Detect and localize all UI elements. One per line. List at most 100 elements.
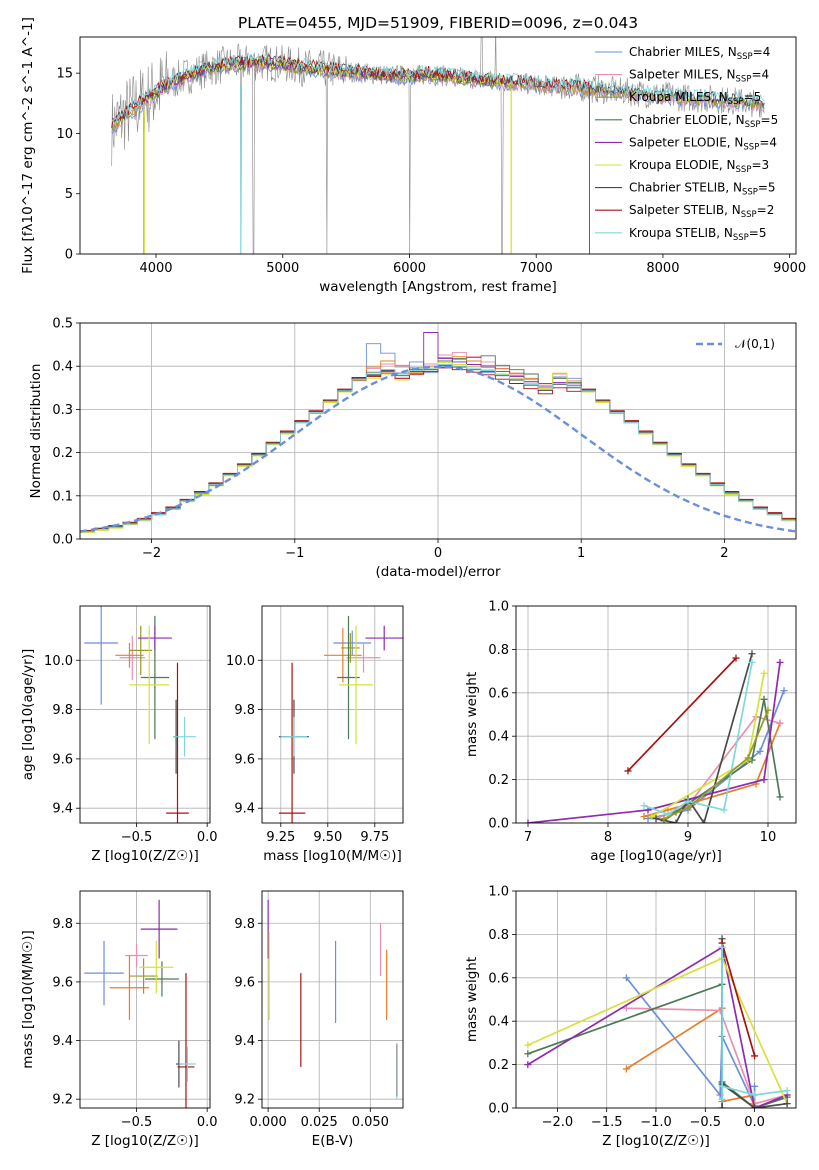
legend-label: 𝒩(0,1) — [735, 337, 775, 351]
x-tick-label: 9.50 — [313, 830, 342, 845]
y-tick-label: 1.0 — [488, 600, 509, 615]
plot-area — [516, 891, 796, 1108]
weight-point-marker — [720, 806, 728, 814]
errorbar-point — [173, 716, 196, 757]
weight-point-marker — [660, 815, 668, 823]
weight-point-marker — [744, 754, 752, 762]
errorbar-point — [339, 625, 373, 745]
x-tick-label: 10 — [760, 830, 777, 845]
weight-point-marker — [783, 1087, 791, 1095]
panel-spectrum: 4000 5000 6000 7000 8000 9000 0 5 10 15 wavelength… — [20, 17, 806, 295]
weight-point-marker — [760, 695, 768, 703]
normal-curve-line — [80, 365, 796, 533]
weight-series-line — [627, 657, 737, 772]
y-tick-label: 9.4 — [234, 802, 255, 817]
weight-point-marker — [776, 793, 784, 801]
x-tick-label: 0.0 — [197, 1115, 218, 1130]
plot-area — [80, 891, 210, 1108]
y-axis-label: mass weight — [464, 957, 480, 1042]
y-tick-label: 0.2 — [488, 773, 509, 788]
panel-age_vs_Z: −0.5 0.0 9.4 9.6 9.8 10.0 Z [log10(Z/Z☉)] age [… — [20, 605, 218, 864]
x-tick-label: 7000 — [520, 261, 553, 276]
y-tick-label: 15 — [56, 67, 73, 82]
errorbar-point — [365, 625, 403, 651]
y-tick-label: 0.8 — [488, 643, 509, 658]
x-axis-label: mass [log10(M/M☉)] — [263, 848, 402, 864]
x-tick-label: 0.0 — [197, 830, 218, 845]
weight-point-marker — [760, 669, 768, 677]
x-axis-label: Z [log10(Z/Z☉)] — [91, 1133, 199, 1149]
legend-label: Chabrier STELIB, NSSP=5 — [629, 181, 776, 198]
weight-point-marker — [648, 812, 656, 820]
weight-point-marker — [622, 1065, 630, 1073]
axes-frame — [79, 322, 797, 540]
axes-frame — [261, 890, 404, 1109]
weight-series-line — [663, 709, 769, 820]
x-tick-label: 6000 — [393, 261, 426, 276]
weight-series-line — [527, 662, 781, 823]
weight-point-marker — [700, 819, 708, 823]
x-tick-label: −2 — [142, 546, 161, 561]
errorbar-point — [129, 958, 158, 994]
y-tick-label: 9.4 — [52, 1034, 73, 1049]
y-tick-label: 9.6 — [234, 975, 255, 990]
y-tick-label: 9.8 — [234, 703, 255, 718]
errorbar-point — [129, 625, 153, 676]
errorbar-point — [178, 1046, 196, 1082]
errorbar-point — [125, 943, 148, 968]
panel-age_vs_mass: 9.25 9.50 9.75 9.4 9.6 9.8 10.0 mass [log10(M/M… — [226, 605, 404, 864]
errorbar-point — [84, 940, 124, 1006]
errorbar-point — [137, 625, 172, 651]
x-tick-label: 9.25 — [266, 830, 295, 845]
x-axis-label: Z [log10(Z/Z☉)] — [91, 848, 199, 864]
y-tick-label: 0.0 — [52, 533, 73, 548]
errorbar-point — [140, 899, 178, 959]
y-tick-label: 9.2 — [52, 1093, 73, 1108]
y-tick-label: 9.8 — [234, 917, 255, 932]
errorbar-point — [129, 625, 170, 745]
weight-point-marker — [718, 1104, 726, 1108]
figure-title: PLATE=0455, MJD=51909, FIBERID=0096, z=0… — [238, 14, 638, 32]
weight-point-marker — [756, 747, 764, 755]
weight-point-marker — [652, 815, 660, 823]
weight-series-line — [527, 983, 788, 1108]
panel-residual_hist: −2 −1 0 1 2 0.0 0.1 0.2 0.3 0.4 0.5 (data-model)/er… — [28, 317, 797, 580]
y-tick-label: 9.8 — [52, 917, 73, 932]
x-tick-label: 0.025 — [301, 1115, 338, 1130]
y-tick-label: 0.2 — [488, 1058, 509, 1073]
legend-label: Salpeter ELODIE, NSSP=4 — [629, 135, 777, 152]
weight-point-marker — [524, 1061, 532, 1069]
weight-point-marker — [718, 1082, 726, 1090]
x-tick-label: 5000 — [266, 261, 299, 276]
errorbar-point — [333, 630, 372, 656]
x-axis-label: age [log10(age/yr)] — [590, 848, 722, 864]
axes-frame — [261, 605, 404, 824]
y-tick-label: 0.3 — [52, 403, 73, 418]
x-tick-label: −0.5 — [121, 1115, 153, 1130]
weight-series-line — [721, 942, 756, 1057]
errorbar-point — [324, 628, 362, 683]
weight-point-marker — [748, 650, 756, 658]
model-spectrum-line — [111, 59, 765, 135]
errorbar-point — [346, 642, 381, 673]
legend-label: Kroupa ELODIE, NSSP=3 — [629, 158, 769, 175]
y-tick-label: 9.2 — [234, 1093, 255, 1108]
weight-point-marker — [672, 819, 680, 823]
panel-mass_vs_ebv: 0.000 0.025 0.050 9.2 9.4 9.6 9.8 E(B-V) — [234, 890, 404, 1149]
y-tick-label: 10 — [56, 127, 73, 142]
y-tick-label: 0.0 — [488, 817, 509, 832]
weight-point-marker — [780, 687, 788, 695]
weight-point-marker — [644, 815, 652, 823]
weight-series-line — [527, 946, 788, 1108]
weight-point-marker — [718, 1095, 726, 1103]
axes-frame — [79, 36, 797, 255]
y-tick-label: 9.4 — [234, 1034, 255, 1049]
y-axis-label: mass [log10(M/M☉)] — [20, 930, 36, 1069]
y-tick-label: 10.0 — [44, 654, 73, 669]
weight-point-marker — [718, 943, 726, 951]
errorbar-point — [166, 662, 189, 823]
legend-label: Kroupa MILES, NSSP=5 — [629, 90, 761, 107]
x-tick-label: 9.75 — [360, 830, 389, 845]
plot-area — [80, 606, 210, 823]
